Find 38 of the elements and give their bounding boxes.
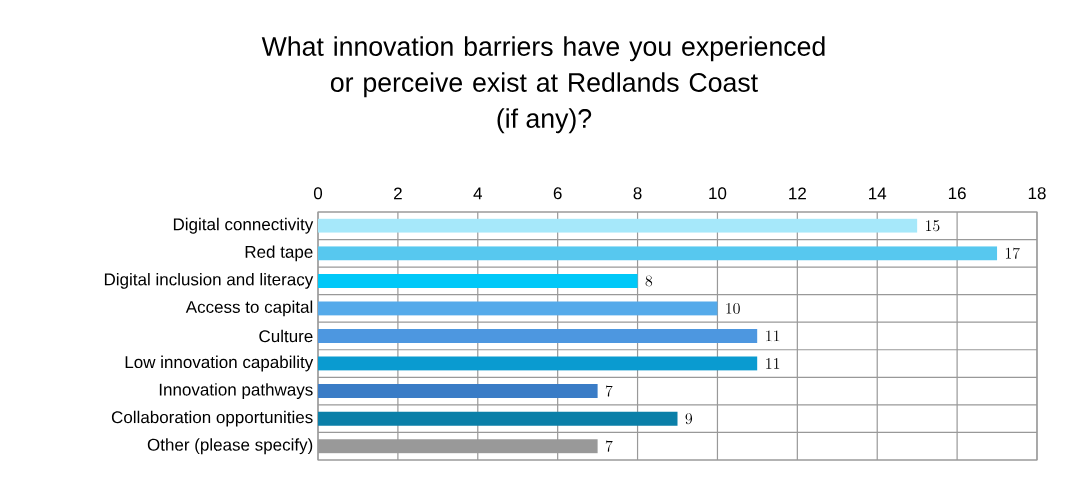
data-label: 7 xyxy=(605,385,613,397)
data-label: 15 xyxy=(926,220,940,232)
bar xyxy=(318,411,678,426)
x-tick-label: 8 xyxy=(633,187,642,200)
y-tick-label: Digital connectivity xyxy=(173,217,314,234)
x-tick-label: 14 xyxy=(869,187,887,200)
x-tick-label: 12 xyxy=(789,187,806,200)
chart-title: What innovation barriers have you experienced or perceive exist at Redlands Coast xyxy=(261,36,825,98)
data-label: 10 xyxy=(726,302,740,314)
y-tick-label: Low innovation capability xyxy=(125,355,314,372)
data-label: 11 xyxy=(766,330,780,342)
y-tick-label: Digital inclusion and literacy xyxy=(104,272,314,289)
x-tick-label: 0 xyxy=(313,187,323,200)
y-tick-label: Red tape xyxy=(245,245,313,262)
x-tick-label: 16 xyxy=(948,187,966,200)
y-tick-label: Other (please specify) xyxy=(147,438,313,455)
chart-subtitle: (if any)? xyxy=(497,108,592,134)
bar xyxy=(318,384,598,399)
bar xyxy=(318,301,718,316)
x-tick-label: 10 xyxy=(709,187,727,200)
y-tick-label: Collaboration opportunities xyxy=(111,410,313,427)
x-tick-label: 18 xyxy=(1028,187,1046,200)
bar xyxy=(318,246,998,261)
bar xyxy=(318,328,758,343)
y-tick-label: Culture xyxy=(259,329,313,343)
bar xyxy=(318,273,638,288)
y-tick-label: Innovation pathways xyxy=(159,383,313,400)
data-label: 8 xyxy=(645,275,653,287)
x-tick-label: 6 xyxy=(553,187,562,200)
data-label: 9 xyxy=(685,413,693,425)
bar xyxy=(318,218,918,233)
y-tick-label: Access to capital xyxy=(185,300,313,317)
x-tick-label: 4 xyxy=(473,187,483,200)
data-label: 7 xyxy=(605,440,613,452)
x-tick-label: 2 xyxy=(394,187,402,200)
data-label: 17 xyxy=(1005,247,1020,259)
data-label: 11 xyxy=(766,358,780,369)
bar xyxy=(318,356,758,371)
